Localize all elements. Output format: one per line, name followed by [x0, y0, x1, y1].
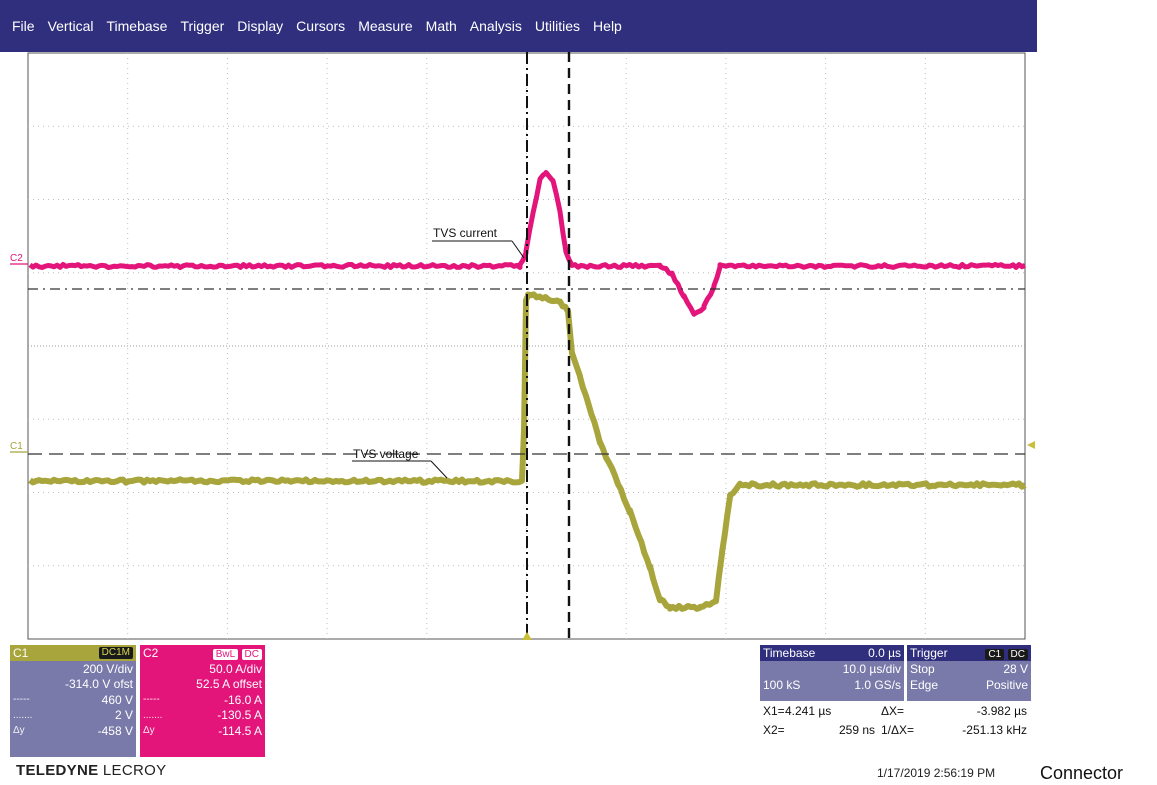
trigger-slope: Positive: [986, 678, 1028, 692]
menu-bar: File Vertical Timebase Trigger Display Cursor…: [0, 0, 1037, 52]
c2-offset: 52.5 A offset: [143, 677, 262, 691]
menu-analysis[interactable]: Analysis: [470, 18, 522, 34]
c2-cursor2-key: .......: [143, 710, 162, 721]
menu-cursors[interactable]: Cursors: [296, 18, 345, 34]
timestamp: 1/17/2019 2:56:19 PM: [877, 766, 995, 780]
screen-background: [0, 52, 1040, 644]
c1-coupling: DC1M: [99, 647, 133, 659]
c2-cursor2-value: -130.5 A: [162, 708, 262, 722]
menu-vertical[interactable]: Vertical: [48, 18, 94, 34]
trigger-source: C1: [985, 649, 1004, 660]
menu-trigger[interactable]: Trigger: [180, 18, 224, 34]
cursor-readout-row-2: X2= 259 ns 1/ΔX= -251.13 kHz: [763, 723, 1027, 737]
c2-delta-value: -114.5 A: [155, 724, 262, 738]
c1-channel-box[interactable]: C1 DC1M 200 V/div -314.0 V ofst ----- 460…: [10, 645, 136, 757]
c1-delta-value: -458 V: [25, 724, 133, 738]
c2-vdiv: 50.0 A/div: [143, 662, 262, 676]
teledyne-lecroy-logo: TELEDYNE LECROY: [16, 762, 166, 779]
logo-bold: TELEDYNE: [16, 762, 98, 779]
tvs-voltage-annotation: TVS voltage: [353, 447, 419, 461]
trigger-mode: Stop: [910, 662, 935, 676]
c1-vdiv: 200 V/div: [13, 662, 133, 676]
c2-name: C2: [143, 646, 158, 660]
c2-cursor1-key: -----: [143, 694, 160, 705]
timebase-box[interactable]: Timebase 0.0 µs 10.0 µs/div 100 kS 1.0 G…: [760, 645, 904, 701]
x1-value: 4.241 µs: [785, 704, 881, 718]
c1-cursor1-value: 460 V: [30, 693, 133, 707]
x2-value: 259 ns: [799, 723, 881, 737]
menu-measure[interactable]: Measure: [358, 18, 412, 34]
dx-value: -3.982 µs: [927, 704, 1027, 718]
x2-label: X2=: [763, 723, 799, 737]
trigger-coupling: DC: [1008, 649, 1028, 660]
trigger-box[interactable]: Trigger C1 DC Stop 28 V Edge Positive: [907, 645, 1031, 701]
menu-utilities[interactable]: Utilities: [535, 18, 580, 34]
inv-dx-label: 1/ΔX=: [881, 723, 921, 737]
timebase-rate: 1.0 GS/s: [854, 678, 901, 692]
c1-delta-key: Δy: [13, 725, 25, 736]
dx-label: ΔX=: [881, 704, 927, 718]
menu-help[interactable]: Help: [593, 18, 622, 34]
trigger-level: 28 V: [1003, 662, 1028, 676]
c1-level-label: C1: [10, 441, 23, 452]
c2-delta-key: Δy: [143, 725, 155, 736]
menu-timebase[interactable]: Timebase: [106, 18, 167, 34]
c2-cursor1-value: -16.0 A: [160, 693, 262, 707]
scope-display: C2 C1 TVS current TVS voltage: [0, 52, 1040, 644]
c2-level-label: C2: [10, 253, 23, 264]
c2-bw-limit: BwL: [213, 649, 238, 660]
c1-cursor2-value: 2 V: [32, 708, 133, 722]
trigger-type: Edge: [910, 678, 938, 692]
menu-math[interactable]: Math: [426, 18, 457, 34]
logo-light: LECROY: [103, 762, 167, 779]
timebase-delay: 0.0 µs: [868, 646, 901, 660]
menu-file[interactable]: File: [12, 18, 35, 34]
timebase-tdiv: 10.0 µs/div: [843, 662, 901, 676]
c2-coupling: DC: [242, 649, 262, 660]
tvs-current-annotation: TVS current: [433, 226, 498, 240]
trigger-label: Trigger: [910, 646, 948, 660]
menu-display[interactable]: Display: [237, 18, 283, 34]
inv-dx-value: -251.13 kHz: [921, 723, 1027, 737]
timebase-samples: 100 kS: [763, 678, 800, 692]
c1-offset: -314.0 V ofst: [13, 677, 133, 691]
x1-label: X1=: [763, 704, 785, 718]
c1-name: C1: [13, 646, 28, 660]
c1-cursor1-key: -----: [13, 694, 30, 705]
c2-channel-box[interactable]: C2 BwL DC 50.0 A/div 52.5 A offset -----…: [140, 645, 265, 757]
cursor-readout-row-1: X1= 4.241 µs ΔX= -3.982 µs: [763, 704, 1027, 718]
caption-connector: Connector: [1040, 763, 1123, 784]
timebase-label: Timebase: [763, 646, 815, 660]
c1-cursor2-key: .......: [13, 710, 32, 721]
